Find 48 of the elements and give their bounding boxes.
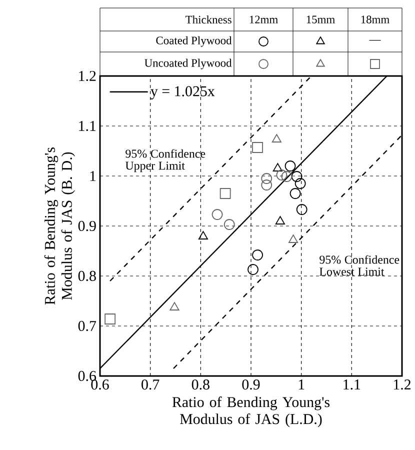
point: [224, 219, 235, 230]
point: [272, 134, 282, 142]
point: [291, 171, 302, 182]
point: [272, 163, 282, 172]
y-tick-label: 0.6: [78, 370, 96, 382]
y-tick-label: 1: [90, 171, 96, 181]
point: [104, 314, 116, 324]
point: [284, 160, 296, 172]
x-tick-label: 1.1: [344, 380, 360, 390]
point: [276, 170, 288, 180]
text: —: [369, 40, 381, 41]
point: [275, 216, 285, 224]
x-tick-label: 0.8: [192, 380, 210, 390]
x-tick-label: 0.6: [91, 380, 109, 390]
y-tick-label: 1.2: [79, 70, 96, 82]
point: [198, 231, 208, 240]
y-tick-label: 0.7: [78, 320, 96, 332]
x-tick-label: 1: [298, 380, 304, 390]
y-tick-label: 0.9: [78, 220, 96, 232]
point: [288, 234, 298, 243]
text: Uncoated Plywood: [144, 58, 232, 70]
text: 12mm: [250, 16, 278, 24]
point: [252, 142, 263, 153]
text: Coated Plywood: [156, 36, 232, 47]
point: [294, 178, 306, 189]
point: [290, 188, 301, 199]
y-tick-label: 1.1: [79, 120, 96, 132]
point: [170, 302, 180, 310]
point: [212, 209, 223, 220]
x-tick-label: 0.9: [242, 380, 260, 390]
y-axis-title: Ratio of Bending Young's Modulus of JAS (B. D.): [44, 147, 75, 305]
legend-label: y = 1.025x: [150, 86, 215, 100]
point: [252, 250, 263, 260]
point: [261, 180, 272, 190]
x-tick-label: 0.7: [142, 380, 160, 390]
text: Thickness: [186, 15, 232, 24]
point: [261, 173, 272, 184]
annotation: 95% Confidence Upper Limit: [125, 149, 206, 172]
point: [296, 204, 308, 215]
y-tick-label: 0.8: [78, 270, 96, 282]
point: [248, 264, 258, 275]
point: [281, 171, 292, 182]
x-axis-title: Ratio of Bending Young's Modulus of JAS (L.D.): [172, 396, 330, 428]
text: 15mm: [306, 16, 335, 24]
annotation: 95% Confidence Lowest Limit: [320, 255, 400, 276]
text: 18mm: [361, 16, 390, 24]
point: [220, 188, 231, 199]
x-tick-label: 1.2: [394, 380, 411, 390]
